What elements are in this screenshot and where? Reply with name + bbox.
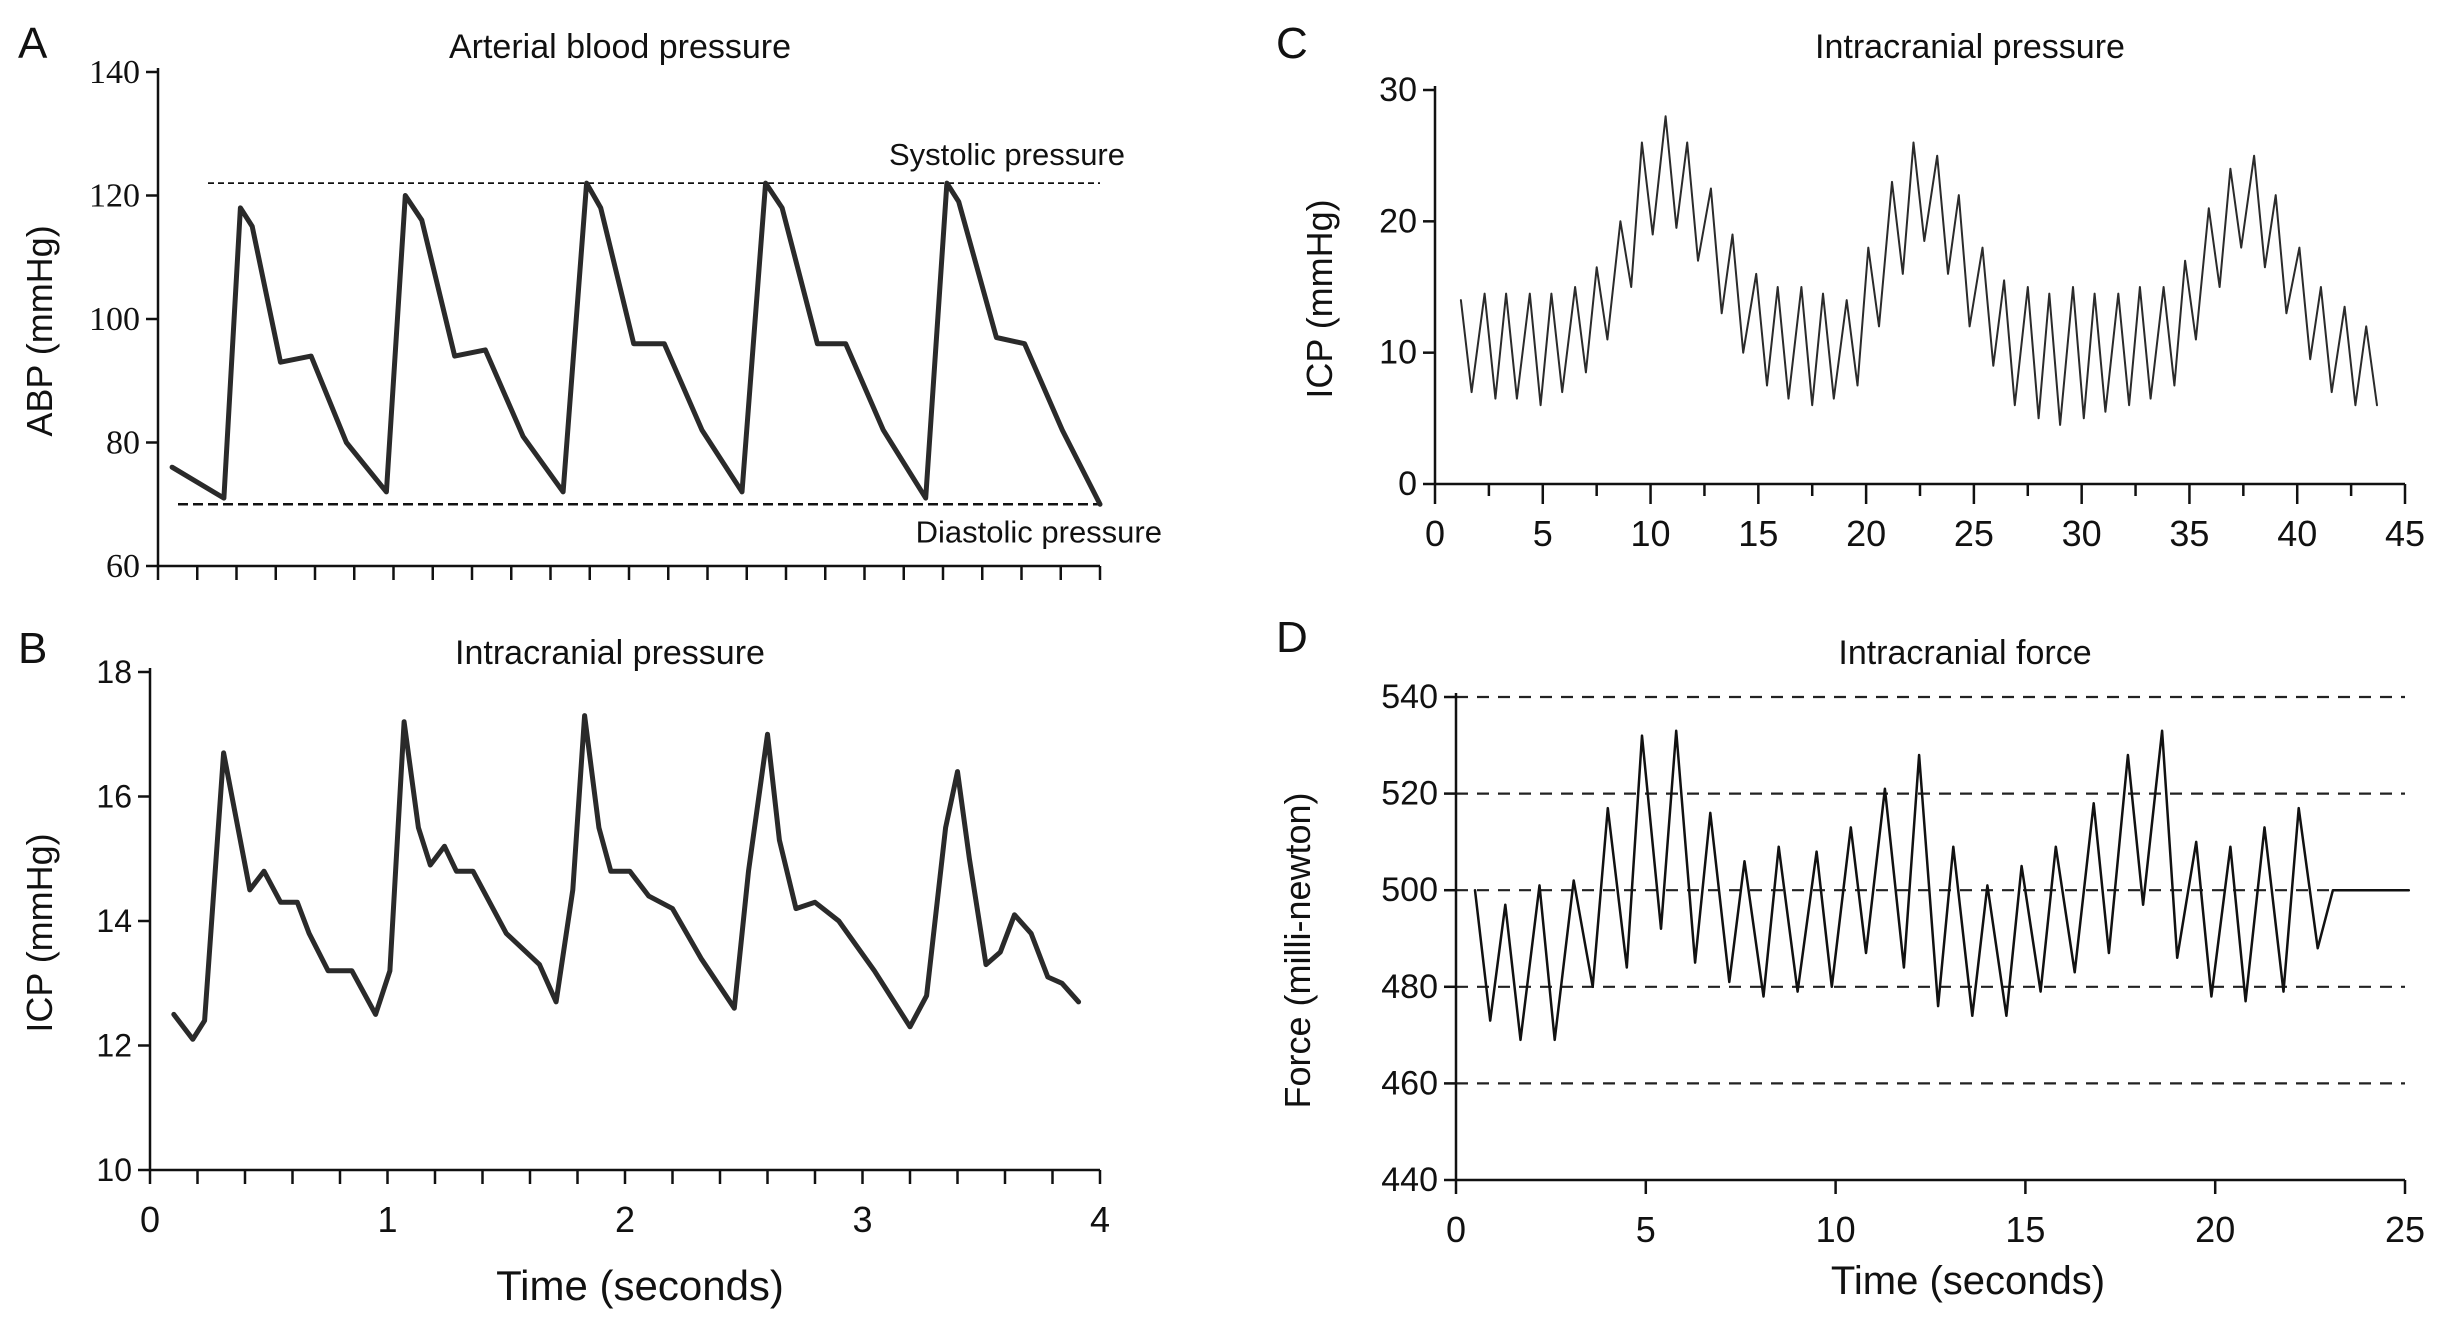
panel-letter: D	[1276, 613, 1308, 662]
y-tick-label: 100	[89, 301, 140, 338]
y-axis-label: Force (milli-newton)	[1277, 792, 1318, 1108]
chart-title: Intracranial pressure	[455, 634, 765, 672]
x-tick-label: 35	[2169, 513, 2209, 554]
x-axis-label: Time (seconds)	[1831, 1259, 2105, 1303]
x-tick-label: 0	[1425, 513, 1445, 554]
y-tick-label: 20	[1379, 202, 1417, 240]
y-tick-label: 440	[1381, 1161, 1438, 1199]
x-tick-label: 4	[1090, 1199, 1110, 1240]
y-tick-label: 140	[89, 54, 140, 91]
y-tick-label: 80	[106, 425, 140, 462]
x-tick-label: 45	[2385, 513, 2425, 554]
x-tick-label: 5	[1636, 1209, 1656, 1250]
x-tick-label: 15	[1738, 513, 1778, 554]
chart-title: Intracranial force	[1838, 634, 2091, 672]
x-tick-label: 10	[1816, 1209, 1856, 1250]
x-axis-label: Time (seconds)	[496, 1262, 784, 1309]
y-tick-label: 16	[96, 779, 132, 815]
y-axis-label: ICP (mmHg)	[1299, 199, 1340, 398]
x-tick-label: 5	[1533, 513, 1553, 554]
x-tick-label: 3	[852, 1199, 872, 1240]
y-tick-label: 14	[96, 903, 132, 939]
x-tick-label: 25	[2385, 1209, 2425, 1250]
chart-panel-c: C Intracranial pressure 0 10 20 30 0 5 10 15 20 25 3…	[1276, 19, 2425, 554]
chart-title: Intracranial pressure	[1815, 28, 2125, 66]
chart-panel-a: A Arterial blood pressure Systolic pressur…	[18, 19, 1162, 585]
panel-letter: A	[18, 19, 48, 68]
y-tick-label: 500	[1381, 871, 1438, 909]
series-line	[171, 713, 1082, 1042]
series-line	[1473, 729, 2411, 1042]
x-tick-label: 40	[2277, 513, 2317, 554]
x-tick-label: 0	[1446, 1209, 1466, 1250]
y-tick-label: 12	[96, 1028, 132, 1064]
x-tick-label: 20	[1846, 513, 1886, 554]
panel-letter: C	[1276, 19, 1308, 68]
y-tick-label: 480	[1381, 968, 1438, 1006]
y-tick-label: 18	[96, 654, 132, 690]
x-tick-label: 2	[615, 1199, 635, 1240]
diastolic-label: Diastolic pressure	[916, 514, 1162, 549]
x-tick-label: 20	[2195, 1209, 2235, 1250]
y-tick-label: 10	[96, 1152, 132, 1188]
systolic-label: Systolic pressure	[889, 137, 1125, 172]
y-axis-label: ICP (mmHg)	[19, 833, 60, 1032]
chart-panel-d: D Intracranial force 440 460 480 500 520 540 0 5 1…	[1276, 613, 2425, 1303]
y-tick-label: 60	[106, 548, 140, 585]
y-tick-label: 10	[1379, 334, 1417, 372]
x-tick-label: 10	[1631, 513, 1671, 554]
y-tick-label: 30	[1379, 71, 1417, 109]
x-tick-label: 15	[2005, 1209, 2045, 1250]
y-tick-label: 460	[1381, 1064, 1438, 1102]
y-tick-label: 520	[1381, 775, 1438, 813]
y-axis-label: ABP (mmHg)	[19, 225, 60, 436]
panel-letter: B	[18, 624, 47, 673]
x-tick-label: 1	[377, 1199, 397, 1240]
y-tick-label: 540	[1381, 678, 1438, 716]
y-tick-label: 120	[89, 178, 140, 215]
x-tick-label: 0	[140, 1199, 160, 1240]
series-line	[169, 180, 1103, 507]
chart-title: Arterial blood pressure	[449, 28, 791, 66]
x-tick-label: 30	[2062, 513, 2102, 554]
y-tick-label: 0	[1398, 465, 1417, 503]
x-tick-label: 25	[1954, 513, 1994, 554]
series-line	[1459, 115, 2378, 426]
